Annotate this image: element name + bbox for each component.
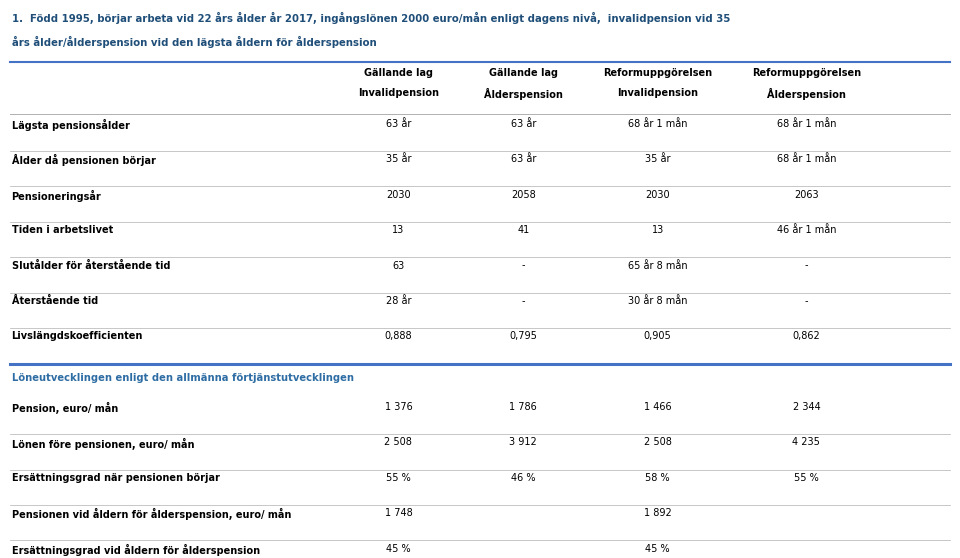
Text: 35 år: 35 år xyxy=(386,154,411,164)
Text: 63: 63 xyxy=(393,261,404,271)
Text: 45 %: 45 % xyxy=(645,543,670,554)
Text: Ålderspension: Ålderspension xyxy=(767,88,846,100)
Text: 3 912: 3 912 xyxy=(510,437,537,448)
Text: Gällande lag: Gällande lag xyxy=(489,68,558,78)
Text: Ersättningsgrad när pensionen börjar: Ersättningsgrad när pensionen börjar xyxy=(12,473,220,483)
Text: Lönen före pensionen, euro/ mån: Lönen före pensionen, euro/ mån xyxy=(12,437,194,450)
Text: 1.  Född 1995, börjar arbeta vid 22 års ålder år 2017, ingångslönen 2000 euro/må: 1. Född 1995, börjar arbeta vid 22 års å… xyxy=(12,12,730,25)
Text: Pensioneringsår: Pensioneringsår xyxy=(12,190,101,202)
Text: Gällande lag: Gällande lag xyxy=(364,68,433,78)
Text: 13: 13 xyxy=(652,225,663,235)
Text: -: - xyxy=(521,261,525,271)
Text: Tiden i arbetslivet: Tiden i arbetslivet xyxy=(12,225,112,235)
Text: 46 år 1 mån: 46 år 1 mån xyxy=(777,225,836,235)
Text: 2 508: 2 508 xyxy=(643,437,672,448)
Text: 1 376: 1 376 xyxy=(385,402,412,412)
Text: -: - xyxy=(804,296,808,306)
Text: 35 år: 35 år xyxy=(645,154,670,164)
Text: Ålder då pensionen börjar: Ålder då pensionen börjar xyxy=(12,154,156,166)
Text: 46 %: 46 % xyxy=(511,473,536,483)
Text: 4 235: 4 235 xyxy=(792,437,821,448)
Text: 55 %: 55 % xyxy=(386,473,411,483)
Text: -: - xyxy=(804,261,808,271)
Text: 63 år: 63 år xyxy=(511,154,536,164)
Text: Reformuppgörelsen: Reformuppgörelsen xyxy=(752,68,861,78)
Text: 45 %: 45 % xyxy=(386,543,411,554)
Text: 2030: 2030 xyxy=(645,190,670,200)
Text: Pensionen vid åldern för ålderspension, euro/ mån: Pensionen vid åldern för ålderspension, … xyxy=(12,508,291,521)
Text: 2 508: 2 508 xyxy=(384,437,413,448)
Text: Slutålder för återstående tid: Slutålder för återstående tid xyxy=(12,261,170,271)
Text: 2030: 2030 xyxy=(386,190,411,200)
Text: 63 år: 63 år xyxy=(386,119,411,129)
Text: Ersättningsgrad vid åldern för ålderspension: Ersättningsgrad vid åldern för ålderspen… xyxy=(12,543,259,556)
Text: 68 år 1 mån: 68 år 1 mån xyxy=(777,154,836,164)
Text: 0,795: 0,795 xyxy=(509,331,538,341)
Text: 1 466: 1 466 xyxy=(644,402,671,412)
Text: 1 786: 1 786 xyxy=(510,402,537,412)
Text: 63 år: 63 år xyxy=(511,119,536,129)
Text: Återstående tid: Återstående tid xyxy=(12,296,98,306)
Text: 2058: 2058 xyxy=(511,190,536,200)
Text: 55 %: 55 % xyxy=(794,473,819,483)
Text: 68 år 1 mån: 68 år 1 mån xyxy=(628,119,687,129)
Text: Pension, euro/ mån: Pension, euro/ mån xyxy=(12,402,118,414)
Text: 0,862: 0,862 xyxy=(793,331,820,341)
Text: Lägsta pensionsålder: Lägsta pensionsålder xyxy=(12,119,130,131)
Text: 65 år 8 mån: 65 år 8 mån xyxy=(628,261,687,271)
Text: års ålder/ålderspension vid den lägsta åldern för ålderspension: års ålder/ålderspension vid den lägsta å… xyxy=(12,36,376,49)
Text: Invalidpension: Invalidpension xyxy=(617,88,698,98)
Text: Reformuppgörelsen: Reformuppgörelsen xyxy=(603,68,712,78)
Text: 68 år 1 mån: 68 år 1 mån xyxy=(777,119,836,129)
Text: 13: 13 xyxy=(393,225,404,235)
Text: 1 892: 1 892 xyxy=(644,508,671,518)
Text: Invalidpension: Invalidpension xyxy=(358,88,439,98)
Text: -: - xyxy=(521,296,525,306)
Text: Livslängdskoefficienten: Livslängdskoefficienten xyxy=(12,331,143,341)
Text: Löneutvecklingen enligt den allmänna förtjänstutvecklingen: Löneutvecklingen enligt den allmänna för… xyxy=(12,373,353,383)
Text: 2063: 2063 xyxy=(794,190,819,200)
Text: 2 344: 2 344 xyxy=(793,402,820,412)
Text: Ålderspension: Ålderspension xyxy=(484,88,563,100)
Text: 1 748: 1 748 xyxy=(385,508,412,518)
Text: 41: 41 xyxy=(517,225,529,235)
Text: 28 år: 28 år xyxy=(386,296,411,306)
Text: 0,888: 0,888 xyxy=(385,331,412,341)
Text: 0,905: 0,905 xyxy=(644,331,671,341)
Text: 30 år 8 mån: 30 år 8 mån xyxy=(628,296,687,306)
Text: 58 %: 58 % xyxy=(645,473,670,483)
